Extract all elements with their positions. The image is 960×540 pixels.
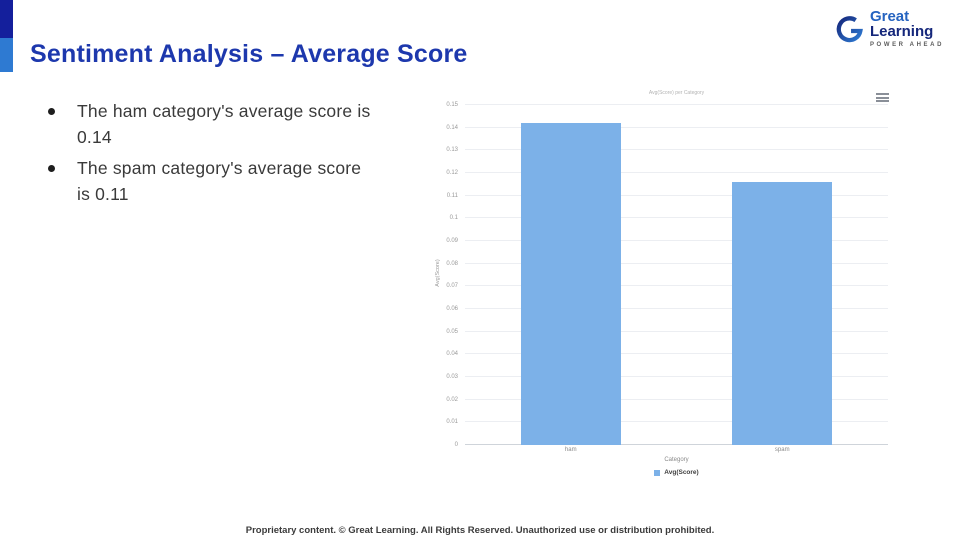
y-tick-label: 0.1 (449, 215, 458, 222)
y-tick-label: 0.13 (446, 147, 458, 154)
great-learning-logo: Great Learning POWER AHEAD (834, 8, 944, 48)
y-tick-label: 0.04 (446, 351, 458, 358)
y-tick-label: 0.06 (446, 306, 458, 312)
logo-tagline: POWER AHEAD (869, 42, 944, 48)
bullet-text: The ham category's average score is 0.14 (77, 101, 371, 147)
hamburger-menu-icon[interactable] (876, 93, 889, 104)
gridline (465, 217, 888, 219)
gridline (465, 398, 888, 400)
gridline (465, 421, 888, 423)
great-learning-g-icon (836, 16, 863, 43)
logo-word-learning: Learning (869, 23, 934, 40)
bullet-item-spam: The spam category's average score is 0.1… (48, 155, 379, 207)
bar-chart: Avg(Score) per Category Avg(Score) 0 0.01… (420, 85, 895, 485)
accent-bar-dark (0, 0, 13, 38)
y-tick-label: 0.09 (446, 238, 458, 244)
gridline (465, 149, 888, 151)
x-axis-labels: ham spam (465, 447, 888, 455)
footer-copyright: Proprietary content. © Great Learning. A… (245, 525, 715, 536)
bullet-list: The ham category's average score is 0.14… (48, 98, 379, 212)
y-tick-label: 0.01 (446, 419, 458, 426)
logo-word-great: Great (869, 8, 910, 25)
y-tick-label: 0.12 (446, 170, 458, 176)
gridline (465, 308, 888, 309)
legend-swatch (654, 469, 661, 476)
y-tick-label: 0.02 (446, 396, 458, 403)
gridline (465, 126, 888, 128)
accent-bar-light (0, 38, 13, 72)
legend-label: Avg(Score) (664, 469, 699, 476)
gridline (465, 240, 888, 241)
gridline (465, 194, 888, 196)
y-tick-label: 0.15 (446, 102, 458, 108)
x-tick-label-spam: spam (774, 447, 790, 453)
x-tick-label-ham: ham (564, 447, 577, 453)
y-axis-ticks: 0 0.01 0.02 0.03 0.04 0.05 0.06 0.07 0.08 0.09 0.1… (420, 102, 458, 448)
y-tick-label: 0.03 (446, 374, 458, 380)
gridline (465, 353, 888, 355)
bullet-dot-icon (48, 165, 55, 172)
y-tick-label: 0.07 (446, 283, 458, 290)
chart-legend: Avg(Score) (465, 469, 888, 476)
gridline (465, 172, 888, 173)
page-title: Sentiment Analysis – Average Score (30, 40, 468, 68)
gridline (465, 285, 888, 287)
plot-area (465, 104, 888, 445)
bullet-item-ham: The ham category's average score is 0.14 (48, 98, 379, 150)
bar-spam[interactable] (732, 182, 833, 445)
bullet-text: The spam category's average score is 0.1… (77, 158, 362, 204)
y-tick-label: 0.08 (446, 260, 458, 267)
bar-ham[interactable] (520, 123, 621, 445)
chart-title: Avg(Score) per Category (648, 90, 705, 96)
gridline (465, 444, 888, 445)
y-tick-label: 0.05 (446, 328, 458, 335)
y-tick-label: 0.14 (446, 124, 458, 131)
x-axis-title: Category (664, 457, 689, 463)
bullet-dot-icon (48, 108, 55, 115)
gridline (465, 104, 888, 105)
logo-text: Great Learning POWER AHEAD (869, 8, 944, 48)
gridline (465, 376, 888, 377)
y-tick-label: 0.11 (446, 192, 458, 199)
gridline (465, 330, 888, 332)
y-tick-label: 0 (454, 442, 458, 448)
gridline (465, 262, 888, 264)
